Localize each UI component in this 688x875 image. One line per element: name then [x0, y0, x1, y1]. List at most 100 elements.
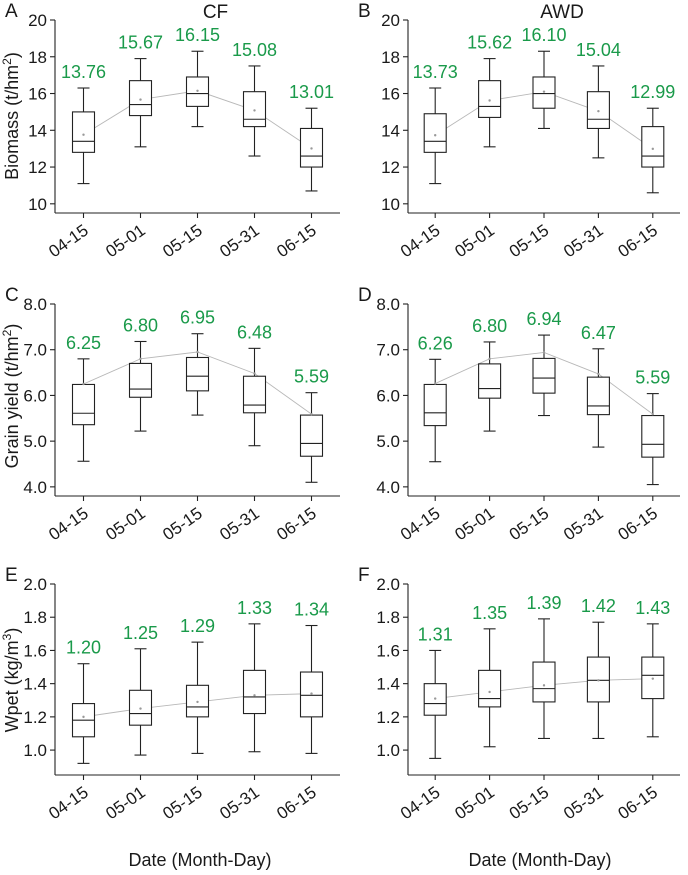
y-tick-label: 1.0 [23, 741, 47, 760]
iqr-box [586, 376, 610, 416]
mean-value-label: 13.73 [413, 62, 458, 82]
box-06-15: 12.99 [630, 82, 675, 194]
mean-point [434, 382, 437, 385]
mean-point [542, 351, 546, 354]
mean-value-label: 15.67 [118, 33, 163, 53]
y-tick-label: 6.0 [23, 386, 47, 405]
mean-point [542, 90, 546, 93]
iqr-box [242, 91, 267, 128]
box-05-01: 6.80 [472, 316, 507, 432]
x-tick-label: 05-31 [560, 783, 607, 824]
iqr-box [532, 357, 556, 394]
mean-point [310, 147, 313, 150]
iqr-box [423, 383, 447, 427]
mean-point [651, 677, 654, 680]
iqr-box [641, 414, 665, 458]
iqr-box [478, 363, 502, 399]
panel-letter: A [5, 1, 18, 22]
y-axis-label: Biomass (t/hm2) [0, 52, 22, 180]
iqr-box [532, 661, 556, 703]
x-axis-label-right: Date (Month-Day) [468, 850, 611, 870]
y-tick-label: 18 [381, 48, 400, 67]
iqr-box [71, 383, 96, 426]
mean-point [597, 372, 600, 376]
y-tick-label: 5.0 [23, 432, 47, 451]
mean-value-label: 1.34 [294, 600, 329, 620]
mean-value-label: 6.94 [526, 309, 561, 329]
mean-point [253, 372, 256, 375]
mean-value-label: 1.31 [418, 624, 453, 644]
y-tick-label: 1.2 [23, 708, 47, 727]
box-05-31: 15.08 [232, 40, 277, 157]
y-tick-label: 20 [28, 11, 47, 30]
mean-point [542, 684, 546, 687]
mean-value-label: 16.10 [521, 25, 566, 45]
mean-point [651, 412, 654, 416]
mean-point [310, 692, 313, 695]
mean-value-label: 6.48 [237, 322, 272, 342]
y-axis-label: Grain yield (t/hm2) [0, 324, 22, 469]
iqr-box [299, 414, 324, 457]
x-tick-label: 04-15 [45, 783, 92, 824]
x-tick-label: 05-15 [506, 504, 553, 545]
mean-value-label: 6.26 [418, 333, 453, 353]
box-04-15: 13.73 [413, 62, 458, 185]
mean-value-label: 16.15 [175, 25, 220, 45]
iqr-box [185, 356, 210, 392]
panel-letter: B [358, 1, 371, 22]
x-tick-label: 05-15 [159, 783, 206, 824]
mean-point [434, 697, 437, 700]
mean-point [82, 133, 85, 136]
mean-point [82, 382, 85, 386]
mean-point [651, 147, 654, 151]
box-04-15: 6.25 [66, 333, 101, 462]
chart-panel-d: 4.0 5.0 6.0 7.0 8.0 04-15 05-01 05-15 05-31 06-15… [358, 285, 680, 544]
mean-value-label: 1.39 [526, 593, 561, 613]
chart-panel-c: 4.0 5.0 6.0 7.0 8.0 04-15 05-01 05-15 05-31 06-15… [0, 285, 340, 544]
box-05-01: 1.35 [472, 603, 507, 748]
x-tick-label: 05-01 [451, 221, 498, 262]
y-tick-label: 1.8 [23, 608, 47, 627]
y-tick-label: 1.4 [23, 675, 47, 694]
x-tick-label: 05-31 [560, 504, 607, 545]
mean-point [488, 99, 491, 102]
y-tick-label: 1.8 [376, 608, 400, 627]
y-tick-label: 8.0 [376, 295, 400, 314]
mean-point [310, 412, 313, 416]
mean-value-label: 1.29 [180, 616, 215, 636]
box-05-31: 6.48 [237, 322, 272, 447]
iqr-box [242, 669, 267, 715]
box-06-15: 5.59 [635, 368, 670, 486]
x-tick-label: 06-15 [273, 504, 320, 545]
panel-letter: E [5, 565, 18, 586]
box-06-15: 13.01 [289, 82, 334, 192]
y-tick-label: 12 [28, 158, 47, 177]
x-tick-label: 06-15 [615, 504, 662, 545]
mean-point [253, 109, 256, 112]
box-06-15: 1.34 [294, 600, 329, 754]
mean-value-label: 5.59 [294, 367, 329, 387]
y-tick-label: 20 [381, 11, 400, 30]
mean-value-label: 1.33 [237, 598, 272, 618]
iqr-box [71, 111, 96, 153]
chart-panel-a: 10 12 14 16 18 20 04-15 05-01 05-15 05-31 06-15 13.… [0, 1, 340, 261]
box-04-15: 1.20 [66, 638, 101, 764]
x-tick-label: 05-31 [216, 221, 263, 262]
x-tick-label: 04-15 [45, 504, 92, 545]
x-tick-label: 05-01 [102, 783, 149, 824]
mean-point [253, 694, 256, 697]
x-tick-label: 05-01 [451, 504, 498, 545]
y-tick-label: 2.0 [23, 575, 47, 594]
box-05-01: 1.25 [123, 623, 158, 756]
x-tick-label: 05-15 [159, 504, 206, 545]
y-tick-label: 5.0 [376, 432, 400, 451]
y-tick-label: 1.2 [376, 708, 400, 727]
iqr-box [423, 113, 447, 153]
box-06-15: 5.59 [294, 367, 329, 483]
mean-point [196, 89, 199, 92]
mean-value-label: 6.95 [180, 308, 215, 328]
mean-point [597, 109, 600, 113]
y-tick-label: 1.6 [23, 641, 47, 660]
y-tick-label: 7.0 [376, 341, 400, 360]
x-tick-label: 06-15 [273, 783, 320, 824]
